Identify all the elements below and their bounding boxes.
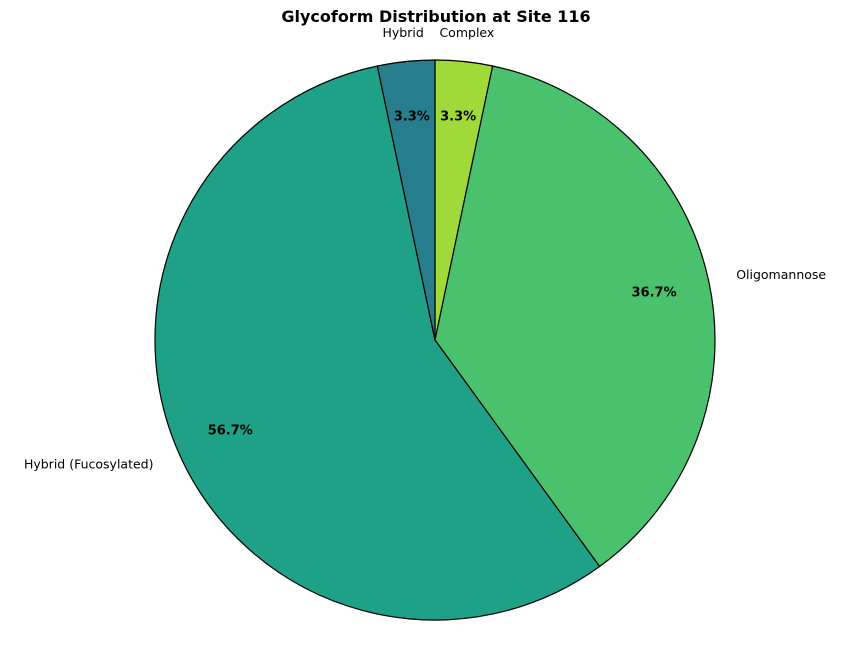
pct-label-complex: 3.3% — [440, 110, 476, 125]
pct-label-hybrid-fucosylated: 56.7% — [208, 423, 253, 438]
slice-label-oligomannose: Oligomannose — [736, 267, 826, 282]
chart-title: Glycoform Distribution at Site 116 — [281, 7, 591, 26]
pie-slice-hybrid — [376, 59, 436, 341]
pct-label-oligomannose: 36.7% — [632, 286, 677, 301]
slice-label-hybrid-fucosylated: Hybrid (Fucosylated) — [24, 456, 154, 471]
pct-label-hybrid: 3.3% — [394, 110, 430, 125]
pie-slice-hybrid-fucosylated — [154, 65, 601, 621]
slice-label-hybrid: Hybrid — [382, 25, 423, 40]
slice-label-complex: Complex — [439, 25, 494, 40]
pie-slice-oligomannose — [434, 65, 716, 568]
